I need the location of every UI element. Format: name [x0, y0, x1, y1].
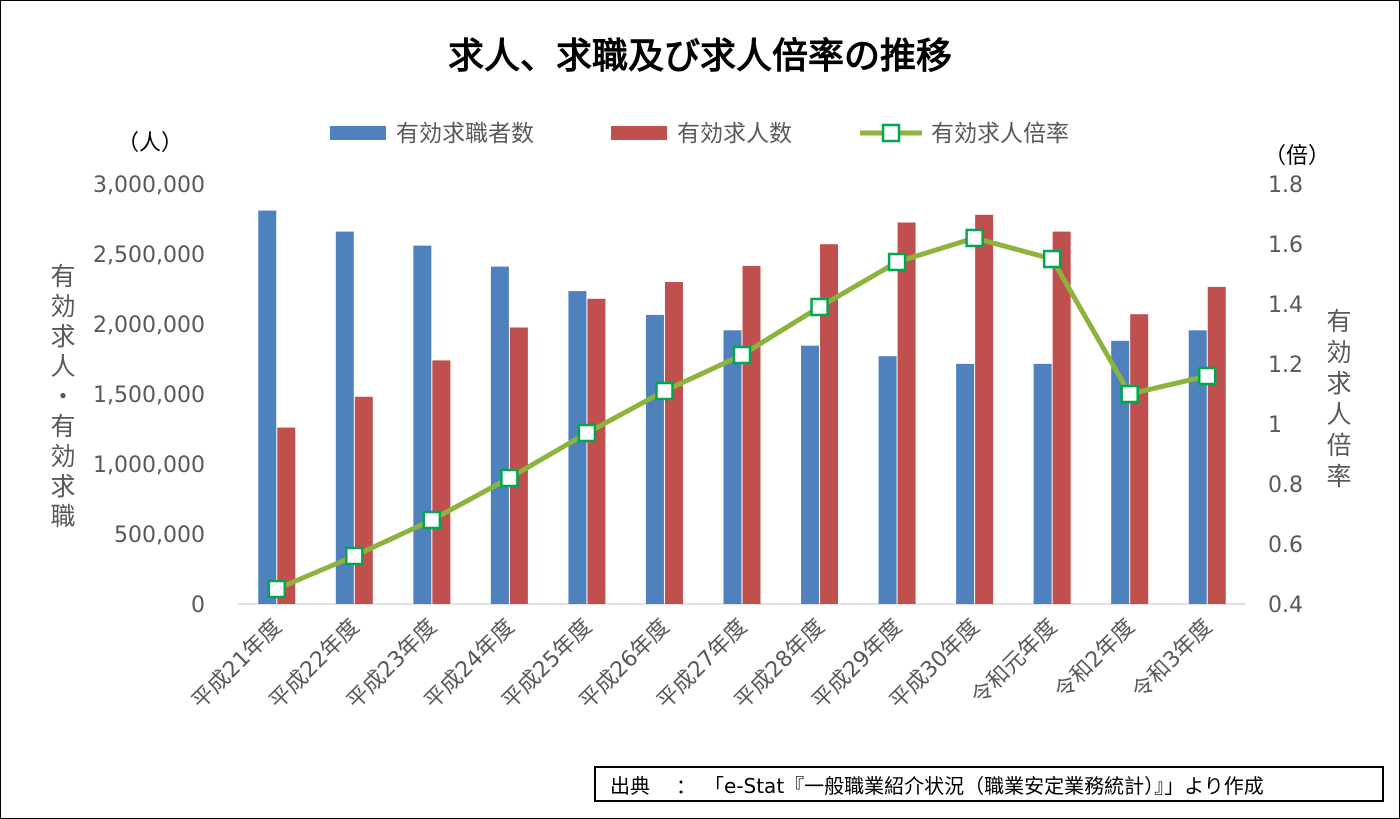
axis-title-char: 職 — [50, 502, 75, 531]
ratio-marker — [577, 423, 597, 443]
axis-title-char: 人 — [50, 352, 75, 381]
bar-openings — [1207, 286, 1226, 604]
bar-openings — [1052, 231, 1071, 604]
left-tick-label: 0 — [191, 593, 205, 618]
bar-openings — [509, 327, 528, 604]
axis-title-char: 有 — [50, 412, 75, 441]
ratio-marker — [655, 381, 674, 401]
left-tick-label: 2,500,000 — [93, 243, 205, 268]
axis-title-char: 率 — [1326, 462, 1351, 491]
axis-title-char: 効 — [1326, 338, 1351, 367]
source-separator: ： — [676, 773, 696, 798]
legend-label-ratio: 有効求人倍率 — [931, 121, 1069, 147]
bar-seekers — [490, 266, 509, 604]
left-tick-label: 1,500,000 — [93, 383, 205, 408]
bar-seekers — [645, 314, 664, 604]
ratio-marker — [1197, 366, 1217, 386]
ratio-marker — [1042, 249, 1062, 269]
right-tick-label: 0.4 — [1268, 593, 1303, 618]
bar-seekers — [568, 291, 587, 604]
right-axis-unit: （倍） — [1264, 144, 1330, 169]
source-note: 出典 ： 「e-Stat『一般職業紹介状況（職業安定業務統計）』」より作成 — [594, 766, 1384, 802]
x-tick-label: 令和2年度 — [1050, 615, 1140, 705]
right-axis-title: 有効求人倍率 — [1326, 307, 1351, 491]
bar-seekers — [723, 330, 742, 604]
axis-title-char: 倍 — [1326, 431, 1351, 460]
bar-openings — [1130, 314, 1149, 604]
bar-seekers — [335, 231, 354, 604]
axis-title-char: 求 — [50, 322, 75, 351]
axis-title-char: 効 — [50, 292, 75, 321]
legend-label-openings: 有効求人数 — [677, 121, 792, 147]
right-tick-label: 1 — [1268, 413, 1282, 438]
axis-title-char: 有 — [50, 262, 75, 291]
bar-openings — [587, 298, 606, 604]
right-tick-label: 1.2 — [1268, 353, 1303, 378]
bar-openings — [277, 427, 296, 604]
bar-seekers — [1188, 330, 1207, 604]
ratio-marker — [422, 510, 442, 530]
axis-title-char: 効 — [50, 442, 75, 471]
legend-swatch-openings — [611, 126, 667, 140]
right-tick-label: 0.8 — [1268, 473, 1303, 498]
bar-openings — [664, 282, 683, 604]
ratio-marker — [1120, 384, 1139, 404]
axis-title-char: 求 — [50, 472, 75, 501]
ratio-line-series — [267, 228, 1217, 599]
source-text: 「e-Stat『一般職業紹介状況（職業安定業務統計）』」より作成 — [704, 773, 1264, 798]
right-tick-label: 1.4 — [1268, 293, 1303, 318]
legend-swatch-seekers — [330, 126, 386, 140]
bar-seekers — [1111, 340, 1130, 604]
right-tick-label: 1.8 — [1268, 173, 1303, 198]
left-tick-label: 2,000,000 — [93, 313, 205, 338]
bar-openings — [432, 360, 451, 604]
left-axis-ticks: 0 500,000 1,000,000 1,500,000 2,000,000 2,500… — [93, 173, 205, 618]
axis-title-char: 有 — [1326, 307, 1351, 336]
bar-seekers — [801, 345, 820, 604]
ratio-marker — [965, 228, 984, 248]
bars — [258, 210, 1226, 605]
bar-openings — [820, 244, 839, 604]
axis-title-char: 人 — [1326, 400, 1351, 429]
axis-title-char: ・ — [50, 382, 75, 411]
left-tick-label: 1,000,000 — [93, 453, 205, 478]
bar-openings — [354, 396, 373, 604]
source-label: 出典 — [610, 773, 650, 798]
bar-openings — [742, 265, 761, 604]
ratio-marker — [810, 297, 829, 317]
x-axis-labels: 平成21年度平成22年度平成23年度平成24年度平成25年度平成26年度平成27… — [187, 615, 1217, 715]
legend: 有効求職者数 有効求人数 有効求人倍率 — [330, 121, 1069, 147]
ratio-marker — [267, 579, 287, 599]
left-tick-label: 3,000,000 — [93, 173, 205, 198]
ratio-marker — [500, 468, 519, 488]
left-axis-unit: （人） — [117, 131, 183, 156]
x-tick-label: 令和3年度 — [1128, 615, 1218, 705]
axis-title-char: 求 — [1326, 369, 1351, 398]
legend-marker-ratio — [881, 123, 901, 143]
bar-seekers — [878, 356, 897, 604]
bar-openings — [975, 214, 994, 605]
bar-seekers — [258, 210, 277, 604]
ratio-marker — [732, 345, 752, 365]
right-axis-ticks: 0.4 0.6 0.8 1 1.2 1.4 1.6 1.8 — [1268, 173, 1303, 618]
bar-seekers — [413, 245, 432, 604]
right-tick-label: 1.6 — [1268, 233, 1303, 258]
ratio-marker — [887, 252, 907, 272]
bar-seekers — [956, 363, 975, 604]
legend-label-seekers: 有効求職者数 — [396, 121, 534, 147]
bar-openings — [897, 222, 916, 604]
chart-title: 求人、求職及び求人倍率の推移 — [448, 36, 952, 77]
left-tick-label: 500,000 — [114, 523, 205, 548]
right-tick-label: 0.6 — [1268, 533, 1303, 558]
ratio-marker — [345, 546, 364, 566]
bar-seekers — [1033, 363, 1052, 604]
left-axis-title: 有効求人・有効求職 — [50, 262, 75, 531]
